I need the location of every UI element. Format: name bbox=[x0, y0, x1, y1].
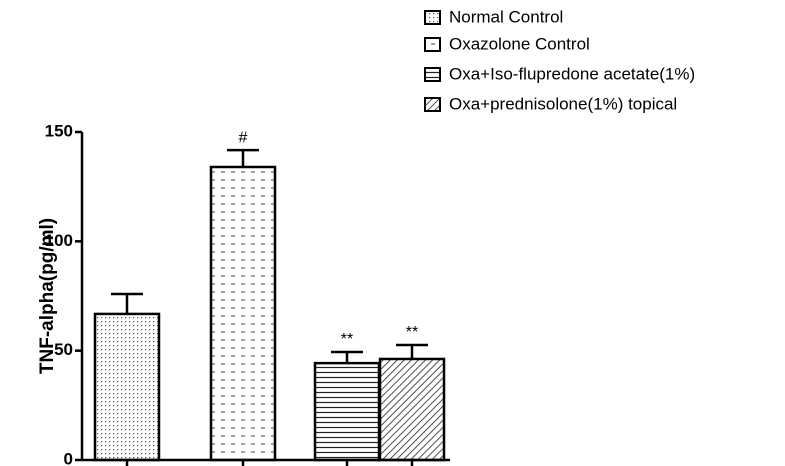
bar bbox=[378, 357, 446, 462]
annotation: ** bbox=[406, 324, 418, 341]
legend-swatch bbox=[424, 37, 441, 52]
y-tick-label: 0 bbox=[64, 449, 73, 466]
y-tick-label: 100 bbox=[45, 231, 73, 250]
legend-label: Oxazolone Control bbox=[449, 34, 590, 53]
bar bbox=[313, 361, 381, 462]
legend-label: Oxa+Iso-flupredone acetate(1%) bbox=[449, 64, 695, 83]
y-tick-label: 150 bbox=[45, 121, 73, 140]
legend-label: Oxa+prednisolone(1%) topical bbox=[449, 94, 677, 113]
bar bbox=[93, 312, 161, 462]
legend-swatch bbox=[424, 97, 441, 112]
legend-label: Normal Control bbox=[449, 7, 563, 26]
y-tick-label: 50 bbox=[54, 340, 73, 359]
y-axis-label: TNF-alpha(pg/ml) bbox=[37, 218, 58, 374]
bar bbox=[209, 165, 277, 462]
annotation: ** bbox=[341, 331, 353, 348]
legend-swatch bbox=[424, 10, 441, 25]
legend-swatch bbox=[424, 67, 441, 82]
annotation: # bbox=[239, 129, 248, 146]
